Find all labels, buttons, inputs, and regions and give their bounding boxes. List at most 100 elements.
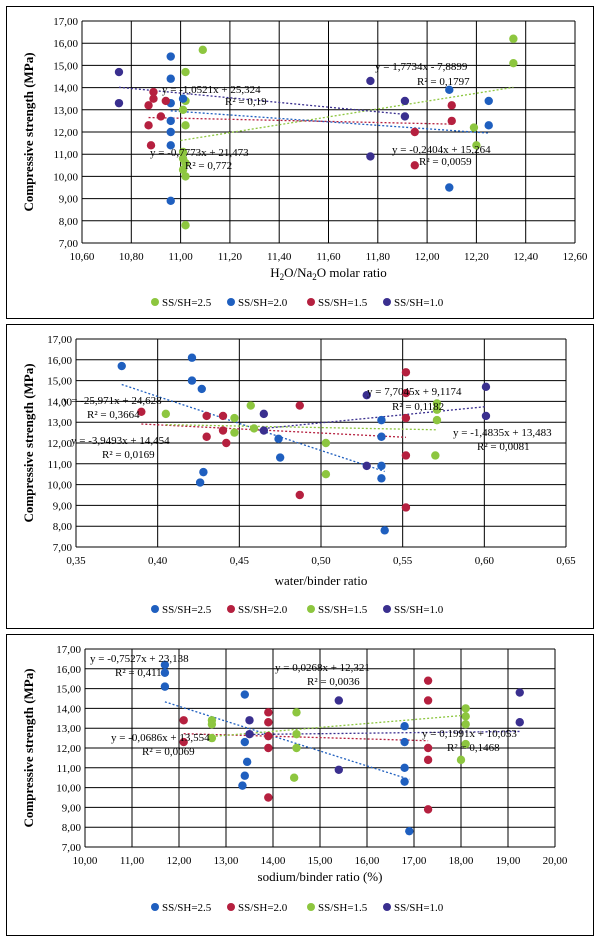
data-point (117, 361, 126, 371)
data-point (431, 451, 440, 460)
x-tick-label: 12,20 (464, 251, 489, 263)
legend-label: SS/SH=2.5 (162, 297, 212, 309)
data-point (114, 98, 124, 108)
data-point (289, 773, 299, 782)
data-point (181, 221, 190, 230)
data-point (295, 401, 304, 410)
data-point (166, 141, 175, 150)
y-tick-label: 14,00 (47, 396, 72, 408)
data-point (400, 96, 410, 106)
legend-label: SS/SH=1.0 (394, 297, 444, 309)
legend-marker (383, 605, 391, 613)
y-tick-label: 13,00 (47, 417, 72, 429)
data-point (405, 826, 414, 836)
data-point (178, 105, 188, 115)
trend-line (141, 423, 406, 438)
y-tick-label: 9,00 (59, 194, 79, 206)
x-tick-label: 0,45 (230, 555, 250, 567)
trendline-r2: R² = 0,0081 (477, 441, 530, 453)
data-point (401, 503, 411, 512)
data-point (246, 401, 255, 410)
y-tick-label: 17,00 (56, 644, 81, 656)
data-point (515, 688, 524, 697)
trendline-r2: R² = 0,0059 (419, 156, 472, 168)
y-tick-label: 10,00 (47, 480, 72, 492)
legend-marker (151, 298, 159, 306)
data-point (245, 729, 254, 739)
data-point (166, 116, 175, 126)
x-tick-label: 0,35 (66, 555, 86, 567)
y-tick-label: 14,00 (53, 83, 78, 95)
y-tick-label: 15,00 (47, 376, 72, 388)
data-point (207, 720, 217, 729)
trendline-r2: R² = 0,411 (115, 667, 162, 679)
x-tick-label: 11,00 (168, 251, 193, 263)
trendline-r2: R² = 0,0069 (142, 746, 195, 758)
y-tick-label: 7,00 (53, 542, 73, 554)
x-axis-title-part: H (270, 265, 279, 280)
x-tick-label: 10,80 (119, 251, 144, 263)
data-point (199, 467, 208, 477)
y-tick-label: 17,00 (47, 334, 72, 346)
trend-line (164, 701, 410, 780)
data-point (401, 368, 411, 377)
data-point (515, 718, 524, 727)
x-tick-label: 11,40 (267, 251, 292, 263)
data-point (195, 478, 205, 487)
data-point (362, 390, 371, 400)
y-tick-label: 12,00 (47, 438, 72, 450)
data-point (144, 121, 153, 130)
legend-label: SS/SH=1.0 (394, 902, 444, 914)
data-point (380, 526, 389, 535)
x-axis-title-part: O molar ratio (317, 265, 387, 280)
data-point (484, 96, 493, 106)
y-tick-label: 7,00 (62, 842, 82, 854)
y-tick-label: 12,00 (53, 127, 78, 139)
x-tick-label: 11,00 (120, 855, 145, 867)
data-point (400, 737, 409, 747)
data-point (447, 101, 456, 110)
x-tick-label: 12,00 (167, 855, 192, 867)
trend-line (148, 116, 452, 125)
data-point (423, 696, 433, 705)
chart-panel-water-binder: 0,35 0,40 0,45 0,50 0,55 0,60 0,65 7,00 8,00 9,00… (6, 324, 594, 629)
trend-line (183, 733, 429, 742)
trendline-equation: y = -1,0521x + 25,324 (162, 84, 261, 96)
trendline-r2: R² = 0,1797 (417, 76, 470, 88)
x-tick-label: 17,00 (402, 855, 427, 867)
trendline-equation: y = -3,9493x + 14,454 (71, 435, 170, 447)
data-point (264, 793, 273, 802)
data-point (181, 67, 190, 77)
y-tick-label: 9,00 (62, 802, 82, 814)
x-axis-title: H2O/Na2O molar ratio (270, 265, 387, 282)
data-point (292, 708, 301, 717)
y-tick-label: 9,00 (53, 500, 73, 512)
y-axis-title: Compressive strength (MPa) (21, 668, 36, 827)
data-point (366, 76, 375, 86)
trendline-r2: R² = 0,1468 (447, 742, 500, 754)
legend-label: SS/SH=1.5 (318, 604, 368, 616)
data-point (401, 388, 411, 398)
trendline-equation: y = -0,7527x + 23,138 (90, 653, 189, 665)
data-point (481, 382, 491, 392)
legend: SS/SH=2.5 SS/SH=2.0 SS/SH=1.5 SS/SH=1.0 (151, 604, 444, 616)
data-point (366, 152, 375, 161)
data-point (456, 755, 466, 765)
trendline-r2: R² = 0,1182 (392, 401, 444, 413)
data-point (509, 34, 518, 43)
data-point (202, 432, 211, 441)
data-point (377, 474, 386, 483)
data-point (334, 696, 343, 705)
data-point (218, 411, 228, 421)
legend: SS/SH=2.5 SS/SH=2.0 SS/SH=1.5 SS/SH=1.0 (151, 297, 444, 309)
legend-label: SS/SH=1.0 (394, 604, 444, 616)
data-point (321, 438, 331, 448)
x-tick-label: 12,40 (513, 251, 538, 263)
data-point (295, 490, 304, 500)
data-point (377, 461, 386, 471)
data-point (362, 461, 371, 471)
legend-marker (227, 298, 235, 306)
data-point (410, 161, 419, 170)
data-point (509, 58, 518, 68)
x-tick-label: 0,65 (556, 555, 576, 567)
